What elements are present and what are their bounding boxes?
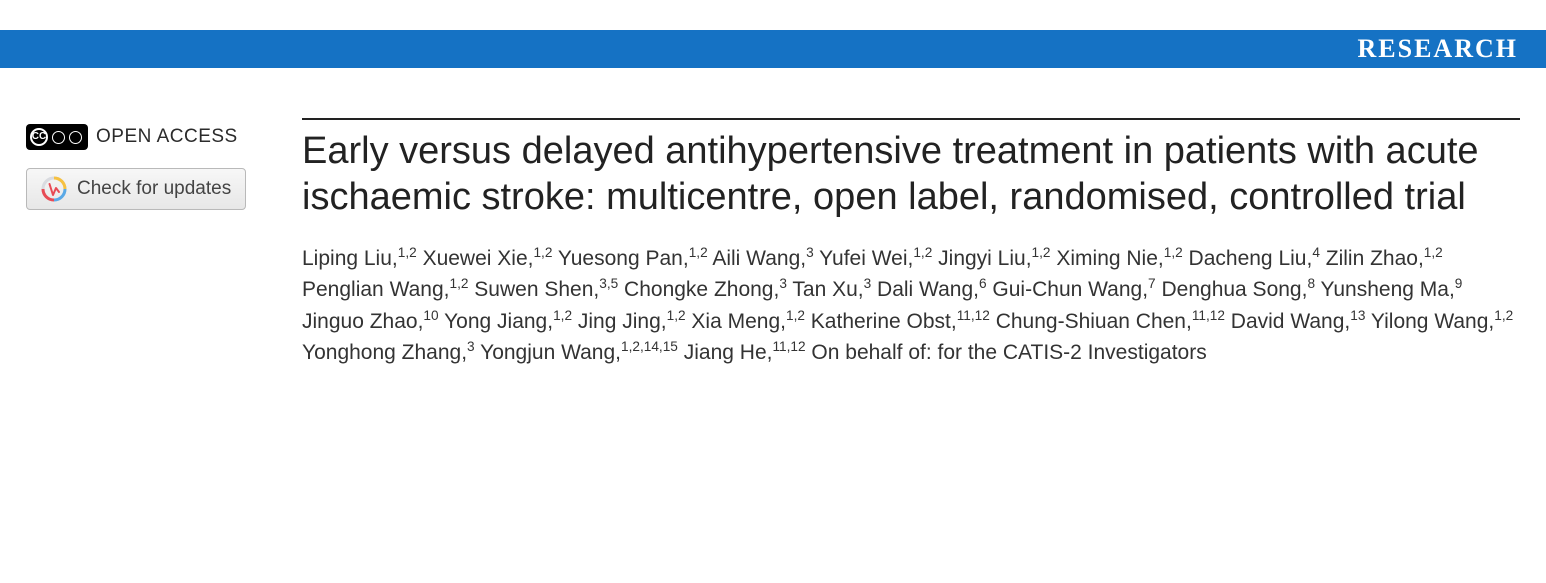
author-name: Liping Liu, bbox=[302, 247, 398, 270]
author-affiliation: 1,2 bbox=[1424, 245, 1443, 260]
open-access-label: OPEN ACCESS bbox=[96, 126, 238, 148]
author-name: Xuewei Xie, bbox=[423, 247, 534, 270]
author-affiliation: 10 bbox=[423, 308, 438, 323]
check-updates-label: Check for updates bbox=[77, 178, 231, 200]
author-affiliation: 1,2 bbox=[533, 245, 552, 260]
section-label: RESEARCH bbox=[1358, 34, 1518, 64]
author-affiliation: 1,2 bbox=[1164, 245, 1183, 260]
author-affiliation: 9 bbox=[1455, 276, 1463, 291]
left-sidebar: CC OPEN ACCESS Check for updates bbox=[26, 118, 302, 368]
author-name: Yufei Wei, bbox=[819, 247, 913, 270]
author-affiliation: 8 bbox=[1307, 276, 1315, 291]
article-title: Early versus delayed antihypertensive tr… bbox=[302, 128, 1520, 221]
author-name: Aili Wang, bbox=[712, 247, 806, 270]
author-affiliation: 3 bbox=[806, 245, 814, 260]
author-affiliation: 11,12 bbox=[957, 308, 990, 323]
author-name: Ximing Nie, bbox=[1056, 247, 1163, 270]
author-affiliation: 11,12 bbox=[1192, 308, 1225, 323]
author-name: David Wang, bbox=[1231, 310, 1350, 333]
author-affiliation: 1,2 bbox=[913, 245, 932, 260]
author-name: Yunsheng Ma, bbox=[1321, 278, 1455, 301]
author-name: Jing Jing, bbox=[578, 310, 667, 333]
author-name: Jiang He, bbox=[684, 341, 773, 364]
author-name: Dacheng Liu, bbox=[1189, 247, 1313, 270]
author-list: Liping Liu,1,2 Xuewei Xie,1,2 Yuesong Pa… bbox=[302, 243, 1520, 369]
content-wrapper: CC OPEN ACCESS Check for updates Early v… bbox=[0, 68, 1546, 368]
author-affiliation: 11,12 bbox=[772, 339, 805, 354]
author-affiliation: 1,2 bbox=[786, 308, 805, 323]
author-name: Tan Xu, bbox=[792, 278, 863, 301]
author-name: Denghua Song, bbox=[1161, 278, 1307, 301]
author-name: Suwen Shen, bbox=[474, 278, 599, 301]
cc-icon: CC bbox=[30, 128, 48, 146]
author-affiliation: 1,2 bbox=[1494, 308, 1513, 323]
author-affiliation: 3 bbox=[467, 339, 475, 354]
author-name: Yilong Wang, bbox=[1371, 310, 1494, 333]
by-icon bbox=[52, 131, 65, 144]
author-name: Xia Meng, bbox=[691, 310, 786, 333]
author-affiliation: 1,2 bbox=[667, 308, 686, 323]
nc-icon bbox=[69, 131, 82, 144]
author-name: Zilin Zhao, bbox=[1326, 247, 1424, 270]
author-affiliation: 1,2 bbox=[553, 308, 572, 323]
author-name: Jingyi Liu, bbox=[938, 247, 1031, 270]
author-name: Yong Jiang, bbox=[444, 310, 553, 333]
author-affiliation: 1,2 bbox=[689, 245, 708, 260]
author-name: Katherine Obst, bbox=[811, 310, 957, 333]
author-name: Chung-Shiuan Chen, bbox=[996, 310, 1192, 333]
author-affiliation: 1,2 bbox=[398, 245, 417, 260]
author-affiliation: 1,2 bbox=[449, 276, 468, 291]
author-name: Jinguo Zhao, bbox=[302, 310, 423, 333]
author-affiliation: 13 bbox=[1350, 308, 1365, 323]
author-affiliation: 7 bbox=[1148, 276, 1156, 291]
author-name: Dali Wang, bbox=[877, 278, 979, 301]
open-access-row: CC OPEN ACCESS bbox=[26, 124, 302, 150]
check-updates-button[interactable]: Check for updates bbox=[26, 168, 246, 210]
author-affiliation: 4 bbox=[1312, 245, 1320, 260]
section-header-bar: RESEARCH bbox=[0, 30, 1546, 68]
cc-license-icon: CC bbox=[26, 124, 88, 150]
author-suffix: On behalf of: for the CATIS-2 Investigat… bbox=[811, 341, 1206, 364]
author-affiliation: 6 bbox=[979, 276, 987, 291]
author-affiliation: 1,2 bbox=[1032, 245, 1051, 260]
author-name: Gui-Chun Wang, bbox=[992, 278, 1148, 301]
author-name: Yongjun Wang, bbox=[480, 341, 621, 364]
author-name: Chongke Zhong, bbox=[624, 278, 779, 301]
article-header: Early versus delayed antihypertensive tr… bbox=[302, 118, 1520, 368]
author-affiliation: 3 bbox=[779, 276, 787, 291]
author-affiliation: 3,5 bbox=[599, 276, 618, 291]
crossmark-icon bbox=[41, 176, 67, 202]
author-affiliation: 3 bbox=[864, 276, 872, 291]
author-name: Yonghong Zhang, bbox=[302, 341, 467, 364]
author-name: Yuesong Pan, bbox=[558, 247, 689, 270]
author-name: Penglian Wang, bbox=[302, 278, 449, 301]
author-affiliation: 1,2,14,15 bbox=[621, 339, 678, 354]
